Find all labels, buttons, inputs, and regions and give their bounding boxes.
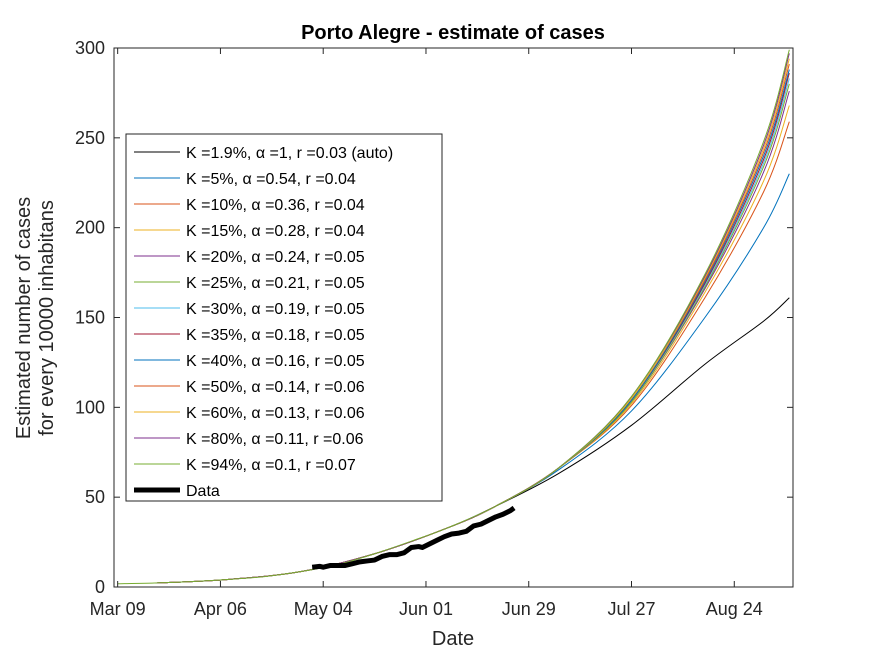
legend-item: K =60%, α =0.13, r =0.06 xyxy=(134,405,365,422)
series-line-13 xyxy=(117,49,790,585)
x-axis-title: Date xyxy=(432,628,474,650)
x-ticks: Mar 09 Apr 06 May 04 Jun 01 Jun 29 Jul 27 Aug … xyxy=(90,48,763,619)
legend-item: K =5%, α =0.54, r =0.04 xyxy=(134,171,356,188)
x-tick-label: Mar 09 xyxy=(90,599,146,619)
y-tick-label: 0 xyxy=(95,577,105,597)
legend-label: K =94%, α =0.1, r =0.07 xyxy=(186,457,356,474)
y-ticks: 0 50 100 150 200 250 300 xyxy=(75,38,793,597)
y-tick-label: 100 xyxy=(75,397,105,417)
y-tick-label: 50 xyxy=(85,487,105,507)
x-tick-label: May 04 xyxy=(294,599,353,619)
y-tick-label: 150 xyxy=(75,308,105,328)
legend-label: K =30%, α =0.19, r =0.05 xyxy=(186,301,365,318)
y-axis-title: Estimated number of cases for every 1000… xyxy=(13,197,58,439)
legend-label: K =20%, α =0.24, r =0.05 xyxy=(186,249,365,266)
legend-item: K =25%, α =0.21, r =0.05 xyxy=(134,275,365,292)
legend-item: K =94%, α =0.1, r =0.07 xyxy=(134,457,356,474)
x-tick-label: Aug 24 xyxy=(706,599,763,619)
legend-label: K =5%, α =0.54, r =0.04 xyxy=(186,171,356,188)
legend-label: K =15%, α =0.28, r =0.04 xyxy=(186,223,365,240)
legend-label: K =10%, α =0.36, r =0.04 xyxy=(186,197,365,214)
y-axis-title-line-1: Estimated number of cases xyxy=(13,197,35,439)
legend-box xyxy=(125,133,443,502)
x-tick-label: Jun 01 xyxy=(399,599,453,619)
y-tick-label: 200 xyxy=(75,218,105,238)
legend-item: K =80%, α =0.11, r =0.06 xyxy=(134,431,364,448)
legend-label: K =50%, α =0.14, r =0.06 xyxy=(186,379,365,396)
y-tick-label: 300 xyxy=(75,38,105,58)
y-tick-label: 250 xyxy=(75,128,105,148)
legend-label: K =80%, α =0.11, r =0.06 xyxy=(186,431,364,448)
legend-label: K =40%, α =0.16, r =0.05 xyxy=(186,353,365,370)
legend-item: K =10%, α =0.36, r =0.04 xyxy=(134,197,365,214)
legend-label: K =60%, α =0.13, r =0.06 xyxy=(186,405,365,422)
legend-label: K =35%, α =0.18, r =0.05 xyxy=(186,327,365,344)
legend-label: Data xyxy=(186,483,220,500)
legend-item: K =15%, α =0.28, r =0.04 xyxy=(134,223,365,240)
legend-item: K =20%, α =0.24, r =0.05 xyxy=(134,249,365,266)
x-tick-label: Jul 27 xyxy=(607,599,655,619)
legend-label: K =25%, α =0.21, r =0.05 xyxy=(186,275,365,292)
data-series-line xyxy=(311,505,516,570)
legend: K =1.9%, α =1, r =0.03 (auto) K =5%, α =0… xyxy=(125,133,443,502)
x-tick-label: Jun 29 xyxy=(502,599,556,619)
legend-label: K =1.9%, α =1, r =0.03 (auto) xyxy=(186,145,393,162)
plot-lines xyxy=(117,49,790,585)
legend-item: K =40%, α =0.16, r =0.05 xyxy=(134,353,365,370)
legend-items: K =1.9%, α =1, r =0.03 (auto) K =5%, α =0… xyxy=(134,145,393,500)
y-axis-title-line-2: for every 10000 inhabitans xyxy=(36,200,58,436)
legend-item: K =35%, α =0.18, r =0.05 xyxy=(134,327,365,344)
legend-item: K =50%, α =0.14, r =0.06 xyxy=(134,379,365,396)
legend-item: Data xyxy=(134,483,220,500)
legend-item: K =30%, α =0.19, r =0.05 xyxy=(134,301,365,318)
x-tick-label: Apr 06 xyxy=(194,599,247,619)
legend-item: K =1.9%, α =1, r =0.03 (auto) xyxy=(134,145,393,162)
chart-title: Porto Alegre - estimate of cases xyxy=(301,22,605,44)
